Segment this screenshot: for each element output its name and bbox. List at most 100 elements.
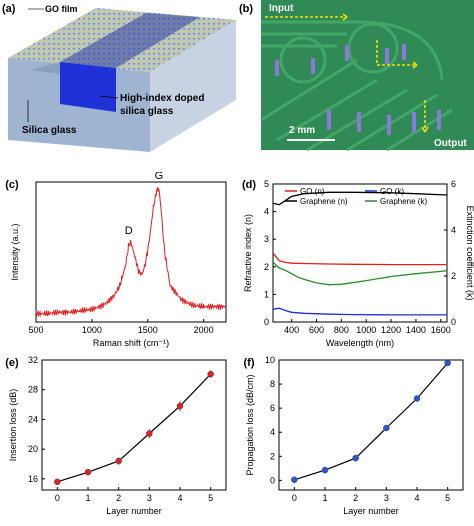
x-tick-label: 1000 bbox=[356, 325, 376, 335]
plot-frame bbox=[41, 359, 227, 491]
x-tick-label: 1 bbox=[85, 493, 90, 503]
g-peak-label: G bbox=[155, 172, 164, 182]
y2-tick-label: 4 bbox=[451, 225, 456, 235]
y-axis-label: Intensity (a.u.) bbox=[10, 223, 20, 280]
y-tick-label: 10 bbox=[265, 355, 275, 365]
x-tick-label: 0 bbox=[292, 493, 297, 503]
x-axis-label: Layer number bbox=[106, 506, 162, 516]
chart-f: 0 1 2 3 4 5 0 2 4 6 8 10 Layer number Propagation los… bbox=[244, 355, 464, 516]
panel-d-letter: (d) bbox=[242, 179, 256, 191]
silica-label: Silica glass bbox=[22, 125, 77, 136]
data-point bbox=[291, 476, 298, 484]
series-line-2 bbox=[272, 307, 447, 316]
y-tick-label: 0 bbox=[270, 475, 275, 485]
data-point bbox=[444, 359, 451, 367]
x-tick-label: 5 bbox=[445, 493, 450, 503]
y2-axis-label: Extinction coefficient (k) bbox=[465, 206, 474, 301]
x-tick-label: 3 bbox=[384, 493, 389, 503]
x-tick-label: 1400 bbox=[406, 325, 426, 335]
y-tick-label: 4 bbox=[270, 427, 275, 437]
x-axis-label: Wavelength (nm) bbox=[326, 338, 394, 348]
y2-tick-label: 0 bbox=[451, 317, 456, 327]
y-tick-label: 0 bbox=[264, 317, 269, 327]
high-index-core bbox=[60, 62, 116, 112]
y-tick-label: 24 bbox=[28, 414, 38, 424]
series-line-1 bbox=[272, 191, 448, 206]
x-tick-label: 500 bbox=[28, 325, 43, 335]
x-axis-label: Layer number bbox=[343, 506, 399, 516]
series-line-3 bbox=[272, 261, 448, 286]
device-micrograph: 2 mm Input Output (b) bbox=[239, 0, 474, 152]
x-tick-label: 2 bbox=[353, 493, 358, 503]
y-axis-label: Refractive index (n) bbox=[243, 214, 253, 292]
input-label: Input bbox=[269, 3, 294, 14]
y-tick-label: 1 bbox=[264, 289, 269, 299]
y-tick-label: 28 bbox=[28, 385, 38, 395]
y-tick-label: 2 bbox=[264, 262, 269, 272]
legend-label: GO (k) bbox=[380, 187, 404, 196]
legend-label: Graphene (k) bbox=[380, 197, 427, 206]
x-tick-label: 400 bbox=[284, 325, 299, 335]
y-tick-label: 8 bbox=[270, 379, 275, 389]
panel-b: 2 mm Input Output (b) bbox=[237, 0, 474, 158]
y-tick-label: 6 bbox=[270, 403, 275, 413]
x-tick-label: 1500 bbox=[138, 325, 158, 335]
x-tick-label: 1200 bbox=[381, 325, 401, 335]
y-axis-label: Propagation loss (dB/cm) bbox=[245, 374, 255, 475]
legend-label: GO (n) bbox=[300, 187, 325, 196]
x-tick-label: 3 bbox=[147, 493, 152, 503]
plot-frame bbox=[278, 359, 464, 491]
chart-e: 0 1 2 3 4 5 16 20 24 28 32 Layer number Insertion lo… bbox=[5, 355, 227, 516]
x-tick-label: 4 bbox=[177, 493, 182, 503]
x-tick-label: 800 bbox=[334, 325, 349, 335]
data-point bbox=[84, 468, 92, 476]
panel-b-letter: (b) bbox=[239, 3, 253, 15]
x-axis-label: Raman shift (cm⁻¹) bbox=[93, 338, 169, 348]
panel-c-letter: (c) bbox=[5, 179, 19, 191]
go-patches bbox=[275, 44, 441, 135]
x-tick-label: 5 bbox=[208, 493, 213, 503]
series-line-0 bbox=[272, 252, 447, 266]
data-point bbox=[146, 430, 153, 437]
x-tick-label: 1000 bbox=[82, 325, 102, 335]
y-tick-label: 20 bbox=[28, 444, 38, 454]
y2-tick-label: 2 bbox=[451, 271, 456, 281]
legend-label: Graphene (n) bbox=[300, 197, 348, 206]
x-tick-label: 4 bbox=[414, 493, 419, 503]
y-axis-label: Insertion loss (dB) bbox=[8, 389, 18, 462]
y-tick-label: 16 bbox=[28, 474, 38, 484]
x-tick-label: 2000 bbox=[194, 325, 214, 335]
waveguide-schematic: GO film High-index doped silica glass Si… bbox=[2, 3, 236, 152]
scale-label: 2 mm bbox=[289, 125, 315, 136]
y2-tick-label: 6 bbox=[451, 179, 456, 189]
y-tick-label: 32 bbox=[28, 355, 38, 365]
glass-side-face bbox=[150, 20, 236, 152]
data-point bbox=[413, 395, 421, 402]
data-point bbox=[54, 478, 61, 486]
panel-e-letter: (e) bbox=[5, 357, 19, 369]
y-tick-label: 4 bbox=[264, 207, 269, 217]
chart-c: 500 1000 1500 2000 D G Raman shift (cm⁻¹) Inten… bbox=[5, 172, 227, 348]
waveguide-stripe bbox=[60, 13, 200, 68]
y-tick-label: 5 bbox=[264, 179, 269, 189]
raman-spectrum bbox=[35, 187, 226, 317]
output-label: Output bbox=[434, 138, 467, 149]
trend-line bbox=[57, 373, 212, 483]
data-point bbox=[321, 466, 329, 474]
data-point bbox=[115, 457, 122, 465]
panel-a-letter: (a) bbox=[2, 3, 16, 15]
plot-frame bbox=[35, 181, 227, 323]
x-tick-label: 1600 bbox=[431, 325, 451, 335]
data-point bbox=[383, 424, 390, 432]
data-point bbox=[352, 454, 359, 462]
light-path bbox=[265, 13, 429, 133]
high-index-label-2: silica glass bbox=[120, 106, 174, 117]
data-point bbox=[176, 402, 184, 410]
x-tick-label: 1 bbox=[322, 493, 327, 503]
trend-line bbox=[294, 362, 449, 481]
go-film-label: GO film bbox=[45, 4, 78, 14]
x-tick-label: 2 bbox=[116, 493, 121, 503]
data-point bbox=[207, 370, 214, 378]
x-tick-label: 0 bbox=[55, 493, 60, 503]
